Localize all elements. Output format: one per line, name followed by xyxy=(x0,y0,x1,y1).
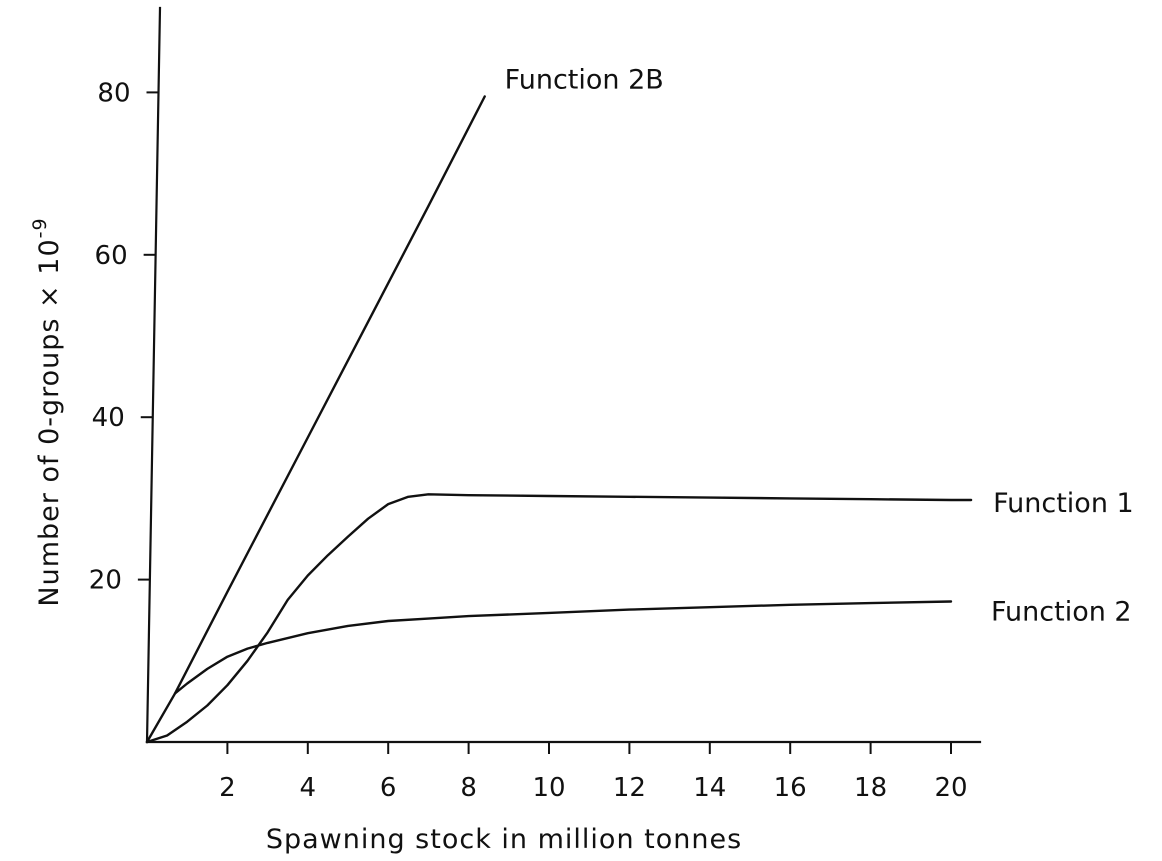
x-tick-label: 20 xyxy=(934,773,967,803)
x-tick-label: 6 xyxy=(380,773,397,803)
y-axis-title: Number of 0-groups × 10-9 xyxy=(29,217,65,606)
y-tick-label: 80 xyxy=(97,78,130,108)
series-label-function-1: Function 1 xyxy=(993,488,1134,519)
series-group xyxy=(145,95,973,744)
x-tick-label: 4 xyxy=(300,773,317,803)
series-labels: Function 2B Function 1 Function 2 xyxy=(505,64,1134,627)
y-axis-line xyxy=(145,6,162,744)
axes xyxy=(145,6,982,744)
y-axis-title-exponent: -9 xyxy=(29,217,51,238)
x-tick-label: 18 xyxy=(854,773,887,803)
y-tick-label: 60 xyxy=(95,241,128,271)
x-tick-label: 14 xyxy=(693,773,726,803)
x-tick-label: 12 xyxy=(613,773,646,803)
series-line-function-2b xyxy=(145,95,486,744)
series-label-function-2: Function 2 xyxy=(991,597,1132,628)
series-line-function-1 xyxy=(145,493,973,744)
x-tick-label: 10 xyxy=(532,773,565,803)
x-tick-label: 2 xyxy=(219,773,236,803)
x-axis-title: Spawning stock in million tonnes xyxy=(266,824,742,855)
y-tick-label: 40 xyxy=(92,403,125,433)
x-tick-label: 8 xyxy=(460,773,477,803)
y-tick-label: 20 xyxy=(89,566,122,596)
y-ticks: 20 40 60 80 xyxy=(89,78,159,596)
x-tick-label: 16 xyxy=(774,773,807,803)
series-line-function-2 xyxy=(173,600,953,695)
x-ticks: 2 4 6 8 10 12 14 16 18 20 xyxy=(219,742,968,803)
series-label-function-2b: Function 2B xyxy=(505,64,664,95)
y-axis-title-main: Number of 0-groups × 10 xyxy=(34,238,65,606)
